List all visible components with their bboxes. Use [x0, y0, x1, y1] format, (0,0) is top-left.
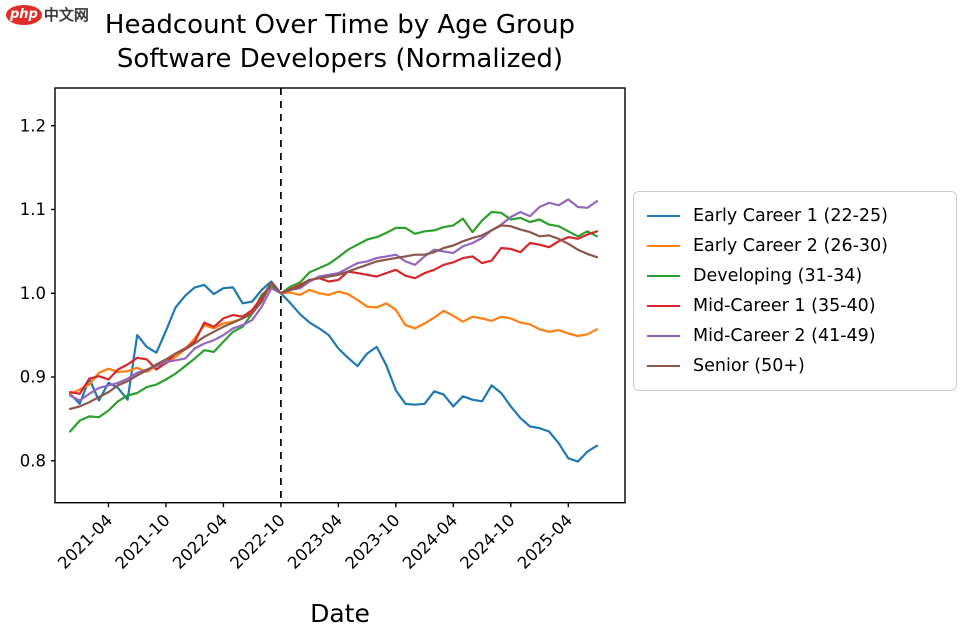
series-line-5	[69, 224, 599, 410]
legend-item: Early Career 2 (26-30)	[647, 236, 950, 256]
php-logo-text: 中文网	[43, 6, 89, 24]
legend-line-swatch	[647, 245, 680, 247]
x-axis-tick-label: 2021-10	[112, 511, 174, 573]
php-logo-icon: php	[6, 4, 42, 25]
x-axis-tick-label: 2025-04	[514, 511, 576, 573]
y-axis-tick-label: 0.8	[20, 452, 46, 471]
y-axis-tick-label: 0.9	[20, 368, 46, 387]
chart-title-block: Headcount Over Time by Age Group Softwar…	[55, 8, 625, 76]
legend-line-swatch	[647, 215, 680, 217]
legend-item: Mid-Career 2 (41-49)	[647, 326, 950, 346]
x-axis-tick-label: 2024-10	[456, 511, 518, 573]
legend-line-swatch	[647, 365, 680, 367]
x-axis-tick-label: 2022-10	[227, 511, 289, 573]
y-axis-tick-label: 1.2	[20, 116, 46, 135]
series-line-1	[69, 282, 599, 395]
chart-subtitle: Software Developers (Normalized)	[116, 44, 564, 74]
y-axis-tick-label: 1.0	[20, 284, 46, 303]
series-line-0	[69, 280, 599, 463]
y-axis-tick-label: 1.1	[20, 200, 46, 219]
legend-item-label: Mid-Career 1 (35-40)	[693, 296, 876, 316]
chart-title: Headcount Over Time by Age Group	[104, 10, 576, 40]
php-logo: php 中文网	[6, 4, 89, 25]
legend-item-label: Mid-Career 2 (41-49)	[693, 326, 876, 346]
legend-item: Developing (31-34)	[647, 266, 950, 286]
legend-line-swatch	[647, 335, 680, 337]
x-axis-tick-label: 2024-04	[399, 511, 461, 573]
x-axis-tick-label: 2023-10	[341, 511, 403, 573]
x-axis-tick-label: 2022-04	[169, 511, 231, 573]
legend-item: Early Career 1 (22-25)	[647, 206, 950, 226]
x-axis-label: Date	[310, 599, 370, 628]
legend-item: Mid-Career 1 (35-40)	[647, 296, 950, 316]
legend: Early Career 1 (22-25) Early Career 2 (26…	[633, 191, 957, 391]
legend-line-swatch	[647, 305, 680, 307]
axes-spines	[54, 87, 626, 504]
legend-item-label: Early Career 2 (26-30)	[693, 236, 889, 256]
series-line-4	[69, 198, 599, 402]
legend-item-label: Developing (31-34)	[693, 266, 863, 286]
x-axis-tick-label: 2023-04	[284, 511, 346, 573]
x-axis-tick-label: 2021-04	[54, 511, 116, 573]
legend-item: Senior (50+)	[647, 356, 950, 376]
legend-line-swatch	[647, 275, 680, 277]
legend-item-label: Senior (50+)	[693, 356, 805, 376]
legend-item-label: Early Career 1 (22-25)	[693, 206, 889, 226]
series-line-3	[69, 230, 599, 395]
